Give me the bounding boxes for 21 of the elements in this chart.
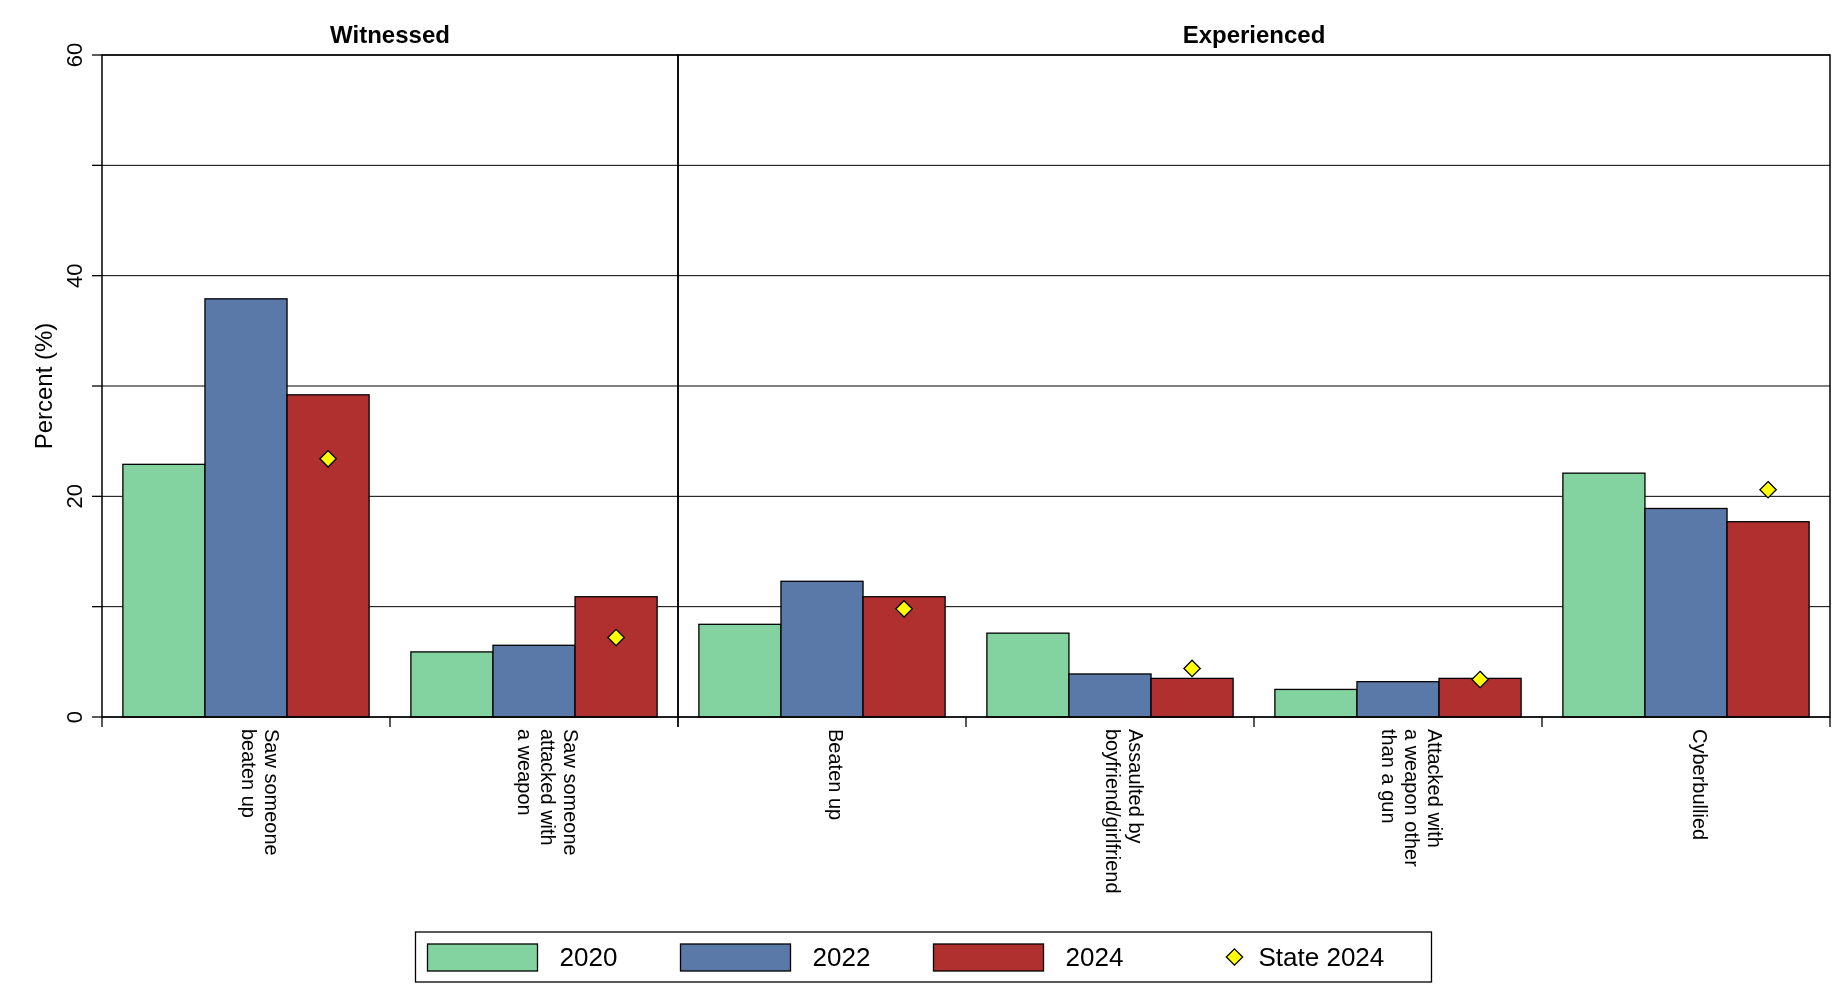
legend-label: State 2024 [1258,942,1385,972]
y-tick-label: 60 [62,42,87,68]
legend-label: 2020 [559,942,618,972]
x-tick-label: Cyberbullied [1689,729,1711,841]
x-tick-label: Saw someone beaten up [237,729,283,856]
legend-label: 2022 [812,942,871,972]
x-tick-label: Beaten up [825,729,847,821]
point [895,600,913,618]
chart-title: Witnessed [330,21,450,48]
point [1471,670,1489,689]
y-tick-label: 20 [62,484,87,509]
point [1183,659,1201,678]
x-tick-label: Saw someone attacked with a weapon [514,729,582,856]
point [1759,480,1777,499]
x-tick-label: Assaulted by boyfriend/girlfriend [1101,729,1147,894]
y-axis-title: Percent (%) [30,322,57,450]
chart-title: Experienced [1182,21,1326,48]
y-tick-label: 40 [62,263,87,288]
legend-label: 2024 [1065,942,1124,972]
y-tick-label: 0 [62,710,87,724]
x-tick-label: Attacked with a weapon other than a gun [1378,729,1446,868]
